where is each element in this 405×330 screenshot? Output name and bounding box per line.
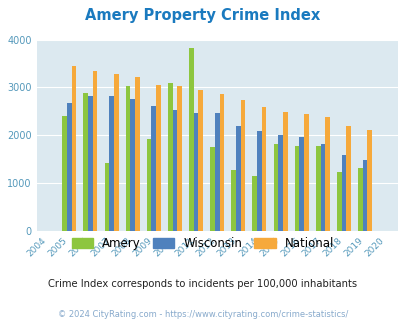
- Bar: [273, 144, 277, 231]
- Bar: [261, 107, 266, 231]
- Bar: [113, 74, 118, 231]
- Bar: [357, 168, 362, 231]
- Bar: [315, 146, 320, 231]
- Bar: [210, 147, 214, 231]
- Bar: [198, 90, 202, 231]
- Bar: [367, 130, 371, 231]
- Bar: [189, 48, 193, 231]
- Text: © 2024 CityRating.com - https://www.cityrating.com/crime-statistics/: © 2024 CityRating.com - https://www.city…: [58, 310, 347, 319]
- Bar: [151, 106, 156, 231]
- Bar: [62, 116, 67, 231]
- Bar: [362, 160, 367, 231]
- Bar: [177, 85, 181, 231]
- Bar: [219, 94, 224, 231]
- Bar: [282, 112, 287, 231]
- Bar: [298, 137, 303, 231]
- Bar: [130, 99, 135, 231]
- Bar: [320, 144, 324, 231]
- Bar: [235, 126, 240, 231]
- Bar: [231, 170, 235, 231]
- Legend: Amery, Wisconsin, National: Amery, Wisconsin, National: [71, 237, 334, 250]
- Bar: [71, 66, 76, 231]
- Bar: [67, 103, 71, 231]
- Bar: [193, 113, 198, 231]
- Bar: [324, 117, 329, 231]
- Bar: [104, 163, 109, 231]
- Bar: [83, 93, 88, 231]
- Bar: [156, 85, 160, 231]
- Bar: [345, 126, 350, 231]
- Bar: [88, 96, 92, 231]
- Bar: [109, 96, 113, 231]
- Bar: [126, 85, 130, 231]
- Bar: [240, 100, 245, 231]
- Bar: [303, 114, 308, 231]
- Bar: [168, 83, 172, 231]
- Bar: [341, 155, 345, 231]
- Bar: [135, 77, 139, 231]
- Bar: [92, 71, 97, 231]
- Bar: [214, 113, 219, 231]
- Bar: [336, 172, 341, 231]
- Bar: [147, 139, 151, 231]
- Bar: [277, 135, 282, 231]
- Bar: [294, 146, 298, 231]
- Bar: [252, 176, 256, 231]
- Text: Amery Property Crime Index: Amery Property Crime Index: [85, 8, 320, 23]
- Bar: [256, 131, 261, 231]
- Bar: [172, 111, 177, 231]
- Text: Crime Index corresponds to incidents per 100,000 inhabitants: Crime Index corresponds to incidents per…: [48, 279, 357, 289]
